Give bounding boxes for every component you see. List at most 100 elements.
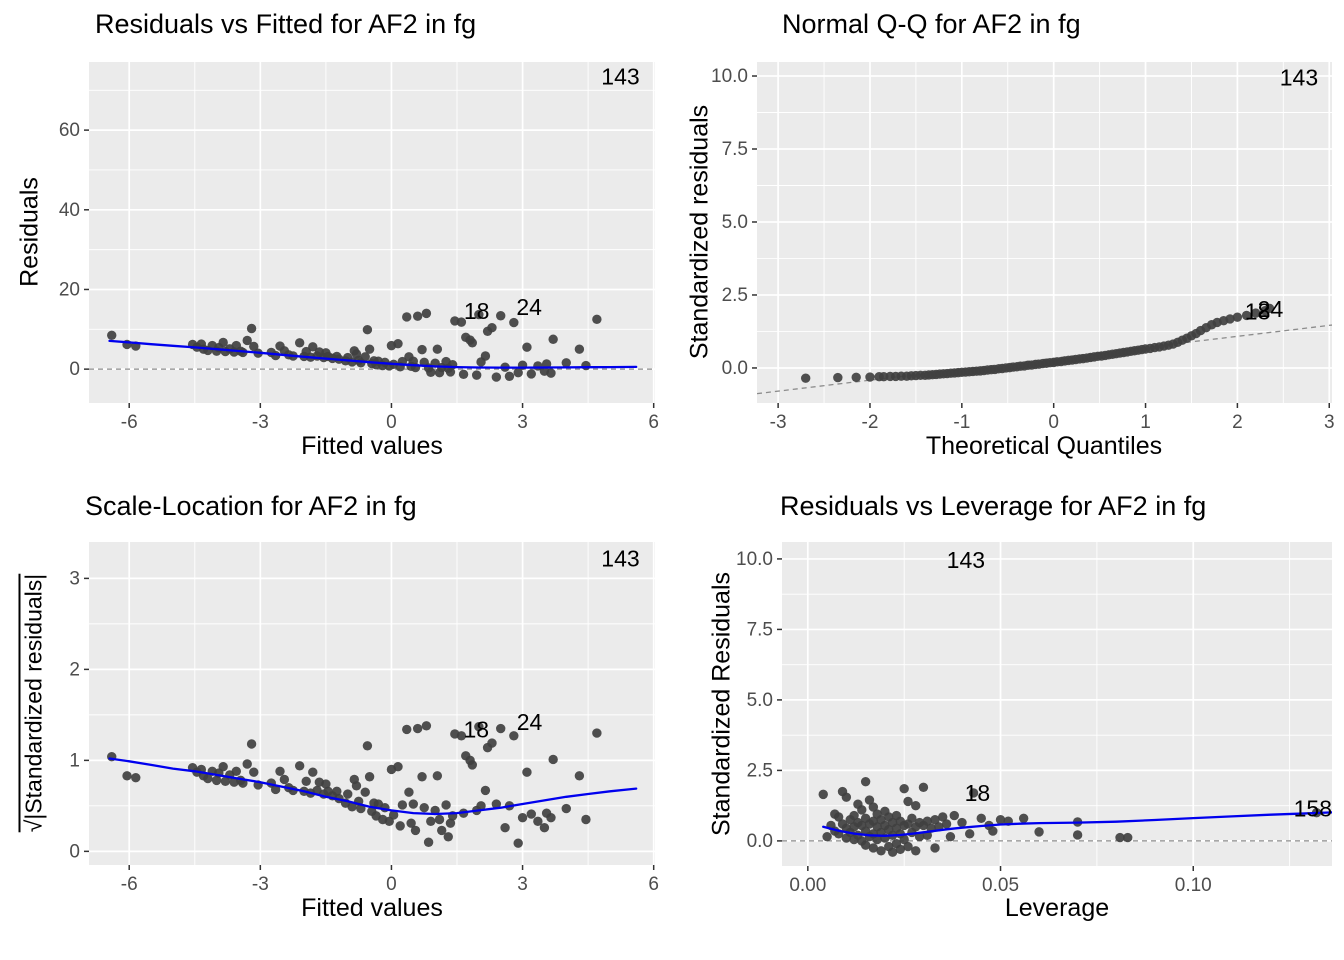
x-tick-label: -6 <box>121 412 138 433</box>
data-point <box>432 771 443 781</box>
data-point <box>360 352 370 362</box>
x-tick-label: 6 <box>648 874 659 895</box>
data-point <box>968 788 979 798</box>
data-point <box>930 815 940 825</box>
data-point <box>895 844 906 855</box>
data-point <box>471 370 482 380</box>
data-point <box>467 760 478 770</box>
x-tick-label: 0 <box>386 412 397 433</box>
x-axis-title: Fitted values <box>301 894 443 922</box>
data-point <box>841 792 852 802</box>
y-tick-label: 0 <box>69 359 80 380</box>
data-point <box>421 721 432 731</box>
data-point <box>417 772 427 782</box>
data-point <box>445 367 456 377</box>
data-point <box>914 831 925 842</box>
x-tick-label: 3 <box>517 874 528 895</box>
data-point <box>1072 830 1083 840</box>
data-point <box>249 341 259 352</box>
x-tick-label: 6 <box>648 412 659 433</box>
data-point <box>988 826 998 836</box>
data-point <box>308 767 318 777</box>
data-point <box>592 728 602 738</box>
data-point <box>995 815 1006 825</box>
data-point <box>949 810 959 821</box>
data-point <box>918 782 929 793</box>
x-axis-title: Theoretical Quantiles <box>925 432 1163 460</box>
data-point <box>487 738 497 748</box>
data-point <box>402 724 412 735</box>
data-point <box>432 344 443 354</box>
data-point <box>938 812 948 822</box>
outlier-label: 143 <box>1280 64 1318 90</box>
data-point <box>308 342 318 352</box>
outlier-label: 143 <box>947 547 985 573</box>
data-point <box>911 846 921 856</box>
y-axis-title: Residuals <box>15 177 44 287</box>
panel-residuals-vs-fitted: -6 -3 0 3 6 0 20 40 60 143 18 24 Residuals vs Fitte… <box>0 0 672 480</box>
data-point <box>476 801 486 811</box>
data-point <box>364 772 375 782</box>
data-point <box>561 803 571 814</box>
data-point <box>907 813 917 824</box>
data-point <box>872 834 882 845</box>
data-point <box>546 812 556 823</box>
data-point <box>592 314 602 325</box>
data-point <box>294 761 305 771</box>
data-point <box>441 800 451 810</box>
data-point <box>496 723 506 734</box>
data-point <box>362 325 373 335</box>
x-tick-label: -3 <box>252 412 269 433</box>
data-point <box>406 818 416 828</box>
smooth-line <box>108 339 638 369</box>
data-point <box>546 368 556 378</box>
data-point <box>860 776 871 787</box>
panel-title: Residuals vs Leverage for AF2 in fg <box>780 491 1207 521</box>
y-tick-label: 1 <box>69 750 80 771</box>
data-point <box>294 338 305 348</box>
data-point <box>412 311 423 321</box>
x-tick-label: 0.05 <box>982 875 1019 896</box>
data-point <box>395 821 405 831</box>
data-point <box>899 834 909 845</box>
y-tick-label: 5.0 <box>747 690 773 711</box>
y-axis-title: √|Standardized residuals| <box>20 573 47 833</box>
data-point <box>437 825 447 836</box>
data-point <box>419 802 429 813</box>
data-point <box>822 831 832 842</box>
data-point <box>941 819 952 829</box>
y-tick-label: 0.0 <box>722 358 748 379</box>
data-point <box>911 800 921 811</box>
data-point <box>561 358 571 368</box>
axis-ticks: -3 -2 -1 0 1 2 3 0.0 2.5 5.0 7.5 10.0 <box>711 66 1335 433</box>
x-tick-label: 0.10 <box>1175 875 1212 896</box>
data-point <box>800 373 811 383</box>
data-point <box>456 731 467 741</box>
data-point <box>887 847 898 857</box>
y-tick-label: 2 <box>69 659 80 680</box>
y-tick-label: 0 <box>69 841 80 862</box>
points-layer <box>818 776 1322 857</box>
data-point <box>107 330 117 340</box>
data-point <box>480 785 491 796</box>
data-point <box>242 759 252 769</box>
x-tick-label: 3 <box>517 412 528 433</box>
data-point <box>480 351 491 361</box>
data-point <box>581 814 591 825</box>
data-point <box>509 731 519 741</box>
data-point <box>1018 813 1029 824</box>
data-point <box>397 800 408 810</box>
data-point <box>351 781 362 791</box>
y-tick-label: 5.0 <box>722 212 748 233</box>
data-point <box>849 810 859 821</box>
data-point <box>857 805 867 815</box>
y-tick-label: 10.0 <box>711 66 748 87</box>
x-tick-label: 3 <box>1324 412 1335 433</box>
data-point <box>203 773 213 784</box>
data-point <box>393 338 403 349</box>
data-point <box>965 829 975 839</box>
data-point <box>362 741 373 751</box>
